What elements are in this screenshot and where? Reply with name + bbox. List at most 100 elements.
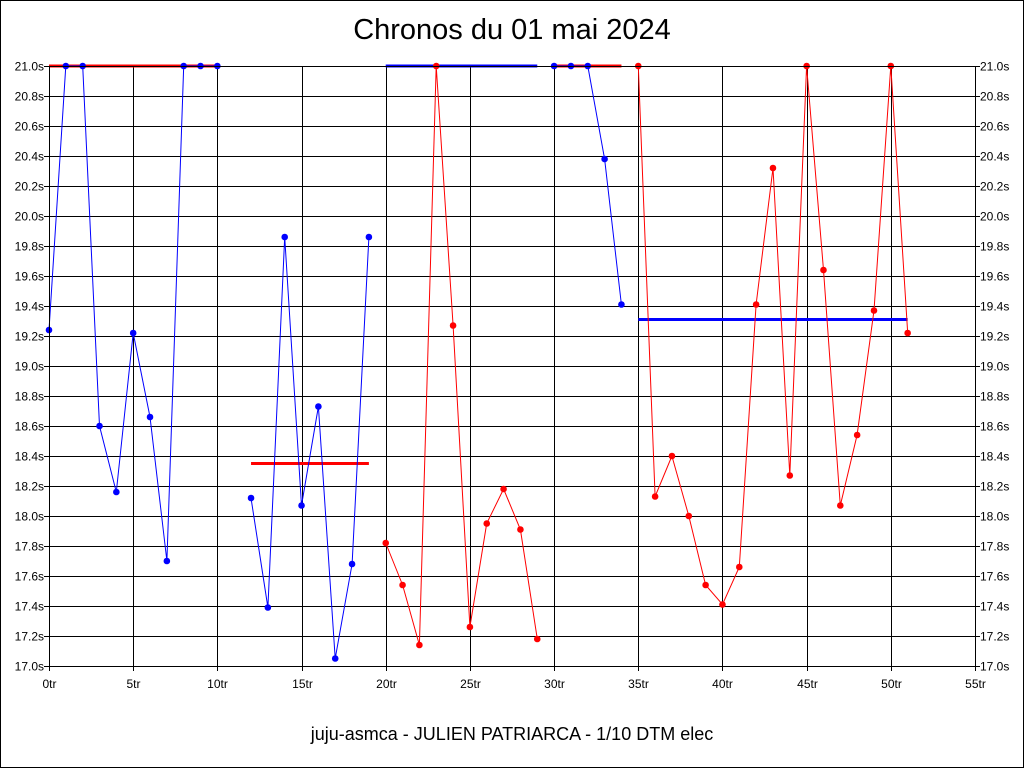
y-tick-label-right: 20.2s (980, 180, 1009, 194)
y-tick-label-left: 19.6s (15, 270, 44, 284)
x-tick-label: 55tr (965, 677, 986, 691)
y-tick-label-right: 20.6s (980, 120, 1009, 134)
data-point (618, 301, 625, 308)
y-tick-label-left: 17.0s (15, 660, 44, 674)
y-tick-label-right: 20.4s (980, 150, 1009, 164)
series-line (385, 65, 538, 646)
x-tick-label: 5tr (126, 677, 140, 691)
x-tick-label: 25tr (460, 677, 481, 691)
series-line (637, 65, 909, 606)
x-tick-label: 30tr (544, 677, 565, 691)
x-tick-label: 40tr (712, 677, 733, 691)
data-point (517, 526, 524, 533)
data-point (146, 413, 154, 421)
y-tick-label-right: 19.4s (980, 300, 1009, 314)
data-point (399, 581, 406, 589)
x-tick-label: 0tr (42, 677, 56, 691)
y-tick-label-right: 18.8s (980, 390, 1009, 404)
y-tick-label-left: 20.6s (15, 120, 44, 134)
series-group (45, 62, 911, 662)
y-tick-label-right: 20.8s (980, 90, 1009, 104)
y-tick-label-left: 18.8s (15, 390, 44, 404)
data-point (735, 563, 743, 571)
y-tick-label-left: 18.0s (15, 510, 44, 524)
data-point (365, 233, 373, 241)
y-tick-label-left: 20.0s (15, 210, 44, 224)
data-point (685, 512, 693, 520)
data-point (348, 560, 356, 568)
y-tick-label-left: 20.8s (15, 90, 44, 104)
y-tick-label-left: 19.8s (15, 240, 44, 254)
chart-title: Chronos du 01 mai 2024 (353, 14, 671, 46)
data-point (752, 301, 760, 308)
y-tick-label-left: 18.6s (15, 420, 44, 434)
y-tick-label-left: 17.4s (15, 600, 44, 614)
data-point (702, 581, 709, 589)
data-point (668, 452, 676, 460)
data-point (533, 635, 541, 643)
y-tick-label-right: 18.4s (980, 450, 1009, 464)
y-tick-label-right: 17.6s (980, 570, 1009, 584)
y-tick-label-right: 18.0s (980, 510, 1009, 524)
plot-border (49, 66, 976, 667)
y-tick-label-left: 17.2s (15, 630, 44, 644)
x-tick-label: 15tr (292, 677, 313, 691)
x-tick-label: 45tr (797, 677, 818, 691)
series-line (554, 65, 622, 305)
x-tick-label: 35tr (628, 677, 649, 691)
y-tick-label-right: 19.2s (980, 330, 1009, 344)
y-tick-label-left: 17.8s (15, 540, 44, 554)
y-tick-label-left: 19.4s (15, 300, 44, 314)
data-point (264, 604, 272, 611)
data-point (500, 485, 507, 493)
y-tick-label-left: 20.2s (15, 180, 44, 194)
y-tick-label-right: 19.6s (980, 270, 1009, 284)
data-point (298, 502, 305, 509)
y-tick-label-left: 19.0s (15, 360, 44, 374)
data-point (651, 493, 659, 500)
x-tick-label: 20tr (376, 677, 397, 691)
axes (44, 66, 980, 671)
data-point (837, 502, 844, 509)
y-tick-label-right: 17.0s (980, 660, 1009, 674)
y-tick-label-right: 17.4s (980, 600, 1009, 614)
y-tick-label-right: 21.0s (980, 60, 1009, 74)
data-point (769, 164, 777, 172)
data-point (719, 601, 726, 608)
y-tick-label-left: 19.2s (15, 330, 44, 344)
y-tick-label-right: 20.0s (980, 210, 1009, 224)
data-point (870, 307, 878, 314)
data-point (853, 431, 861, 439)
y-tick-label-left: 18.4s (15, 450, 44, 464)
y-tick-label-left: 20.4s (15, 150, 44, 164)
y-tick-label-left: 18.2s (15, 480, 44, 494)
data-point (129, 329, 137, 337)
data-point (786, 472, 794, 479)
x-tick-label: 50tr (881, 677, 902, 691)
chart-subtitle: juju-asmca - JULIEN PATRIARCA - 1/10 DTM… (310, 724, 714, 744)
data-point (483, 520, 491, 527)
y-tick-label-right: 18.6s (980, 420, 1009, 434)
y-tick-label-right: 18.2s (980, 480, 1009, 494)
data-point (331, 655, 339, 662)
data-point (820, 266, 827, 274)
data-point (247, 494, 255, 502)
data-point (416, 641, 423, 649)
data-point (601, 155, 608, 163)
x-tick-label: 10tr (207, 677, 228, 691)
data-point (904, 329, 911, 337)
series-line (250, 236, 370, 659)
data-point (382, 539, 390, 547)
y-tick-label-right: 17.8s (980, 540, 1009, 554)
y-tick-label-right: 19.8s (980, 240, 1009, 254)
data-point (113, 488, 120, 496)
y-tick-label-right: 17.2s (980, 630, 1009, 644)
grid (49, 66, 976, 667)
y-tick-label-left: 21.0s (15, 60, 44, 74)
tick-labels: 0tr 5tr 10tr 15tr 20tr 25tr 30tr 35tr 40tr 45tr 50… (15, 60, 1010, 692)
data-point (96, 422, 103, 430)
y-tick-label-right: 19.0s (980, 360, 1009, 374)
data-point (281, 233, 289, 241)
